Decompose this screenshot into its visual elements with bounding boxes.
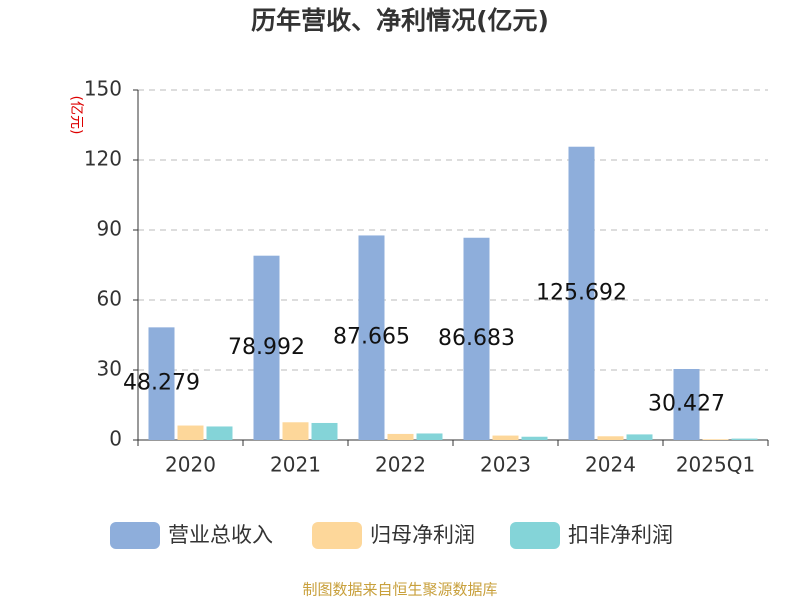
chart-title: 历年营收、净利情况(亿元) (251, 6, 549, 35)
data-label: 78.992 (228, 335, 305, 360)
bar (282, 422, 309, 440)
y-tick-label: 150 (84, 77, 122, 101)
bar (597, 436, 624, 440)
legend-swatch (312, 522, 362, 549)
x-tick-label: 2022 (375, 453, 426, 477)
bar (463, 237, 490, 440)
source-note: 制图数据来自恒生聚源数据库 (302, 581, 497, 599)
bar (626, 434, 653, 440)
bar (673, 369, 700, 440)
y-axis-label: (亿元) (68, 96, 84, 135)
legend-label: 营业总收入 (168, 523, 273, 547)
bar (702, 439, 729, 440)
y-tick-label: 30 (97, 357, 122, 381)
bar (731, 438, 758, 440)
legend-label: 扣非净利润 (568, 523, 673, 547)
bar (253, 255, 280, 440)
bar (521, 436, 548, 440)
data-label: 30.427 (648, 392, 725, 417)
bar (177, 425, 204, 440)
bar (387, 433, 414, 440)
bar (492, 435, 519, 440)
x-tick-label: 2025Q1 (676, 453, 755, 477)
bar (568, 146, 595, 440)
x-tick-label: 2024 (585, 453, 636, 477)
x-tick-label: 2021 (270, 453, 321, 477)
legend-swatch (510, 522, 560, 549)
data-label: 87.665 (333, 325, 410, 350)
y-tick-label: 120 (84, 147, 122, 171)
x-tick-label: 2020 (165, 453, 216, 477)
bar (148, 327, 175, 440)
legend-label: 归母净利润 (370, 523, 475, 547)
y-tick-label: 90 (97, 217, 122, 241)
bar (311, 422, 338, 440)
bar (416, 433, 443, 440)
bar (206, 426, 233, 440)
legend-swatch (110, 522, 160, 549)
x-tick-label: 2023 (480, 453, 531, 477)
bar (358, 235, 385, 440)
y-tick-label: 60 (97, 287, 122, 311)
y-tick-label: 0 (109, 427, 122, 451)
data-label: 86.683 (438, 326, 515, 351)
data-label: 48.279 (123, 371, 200, 396)
data-label: 125.692 (536, 280, 627, 305)
